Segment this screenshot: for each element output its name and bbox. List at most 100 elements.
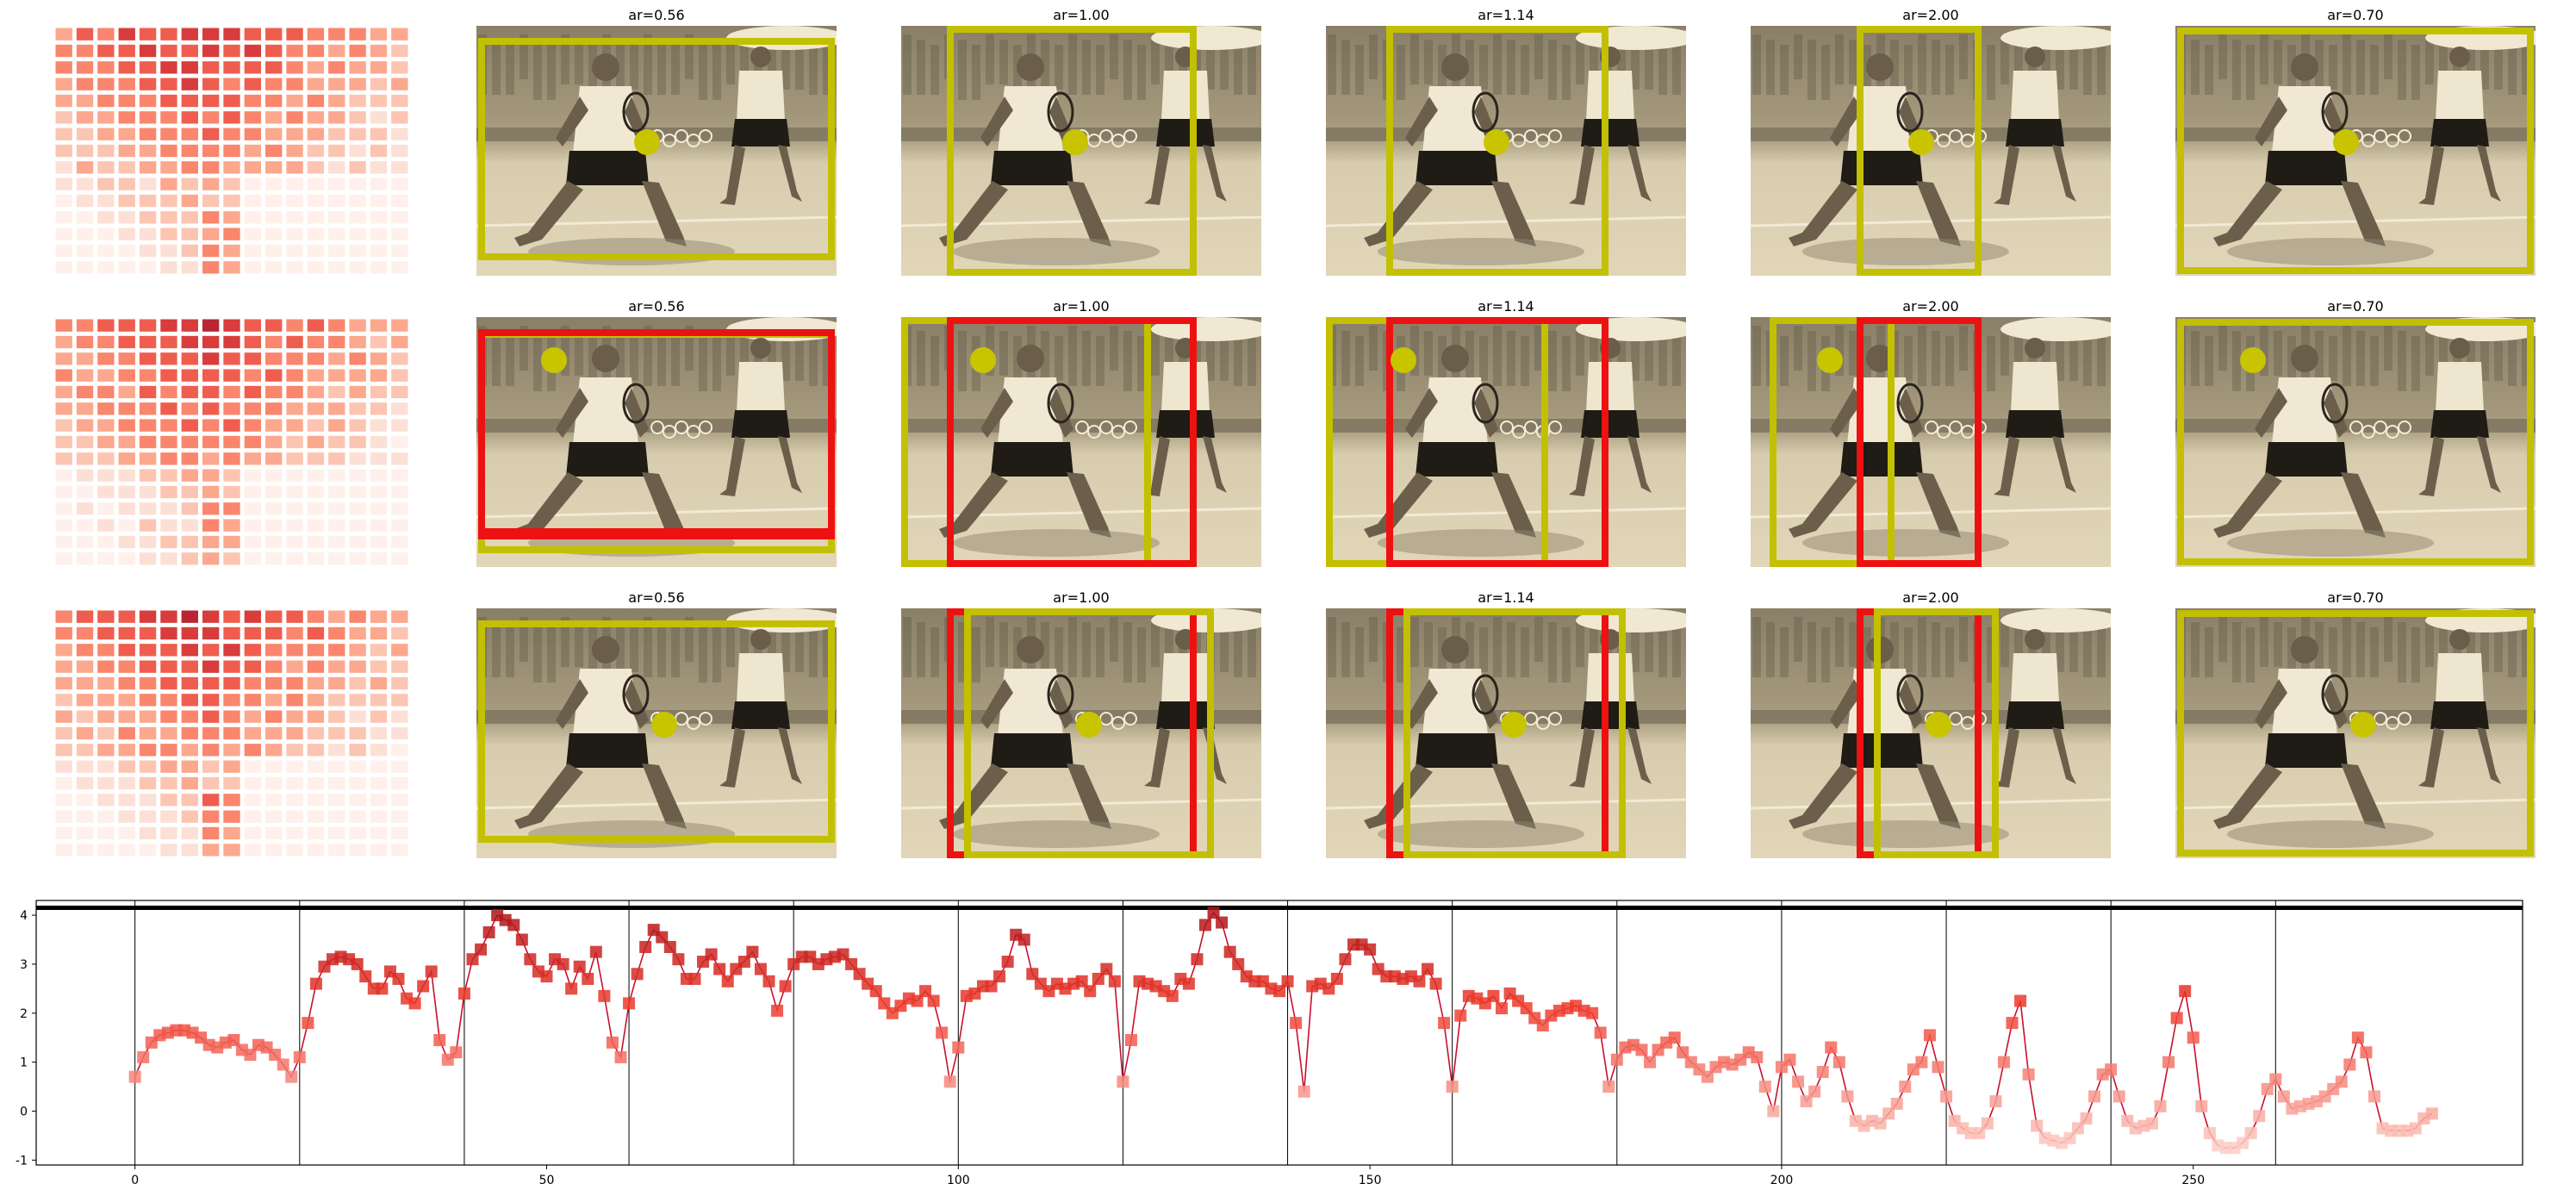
heatmap-cell xyxy=(391,694,408,707)
data-point xyxy=(309,977,322,990)
heatmap-cell xyxy=(181,44,198,58)
heatmap-cell xyxy=(181,161,198,174)
heatmap-cell xyxy=(160,826,177,840)
heatmap-cell xyxy=(202,78,220,90)
heatmap-cell xyxy=(391,319,408,332)
heatmap-cell xyxy=(76,352,94,365)
heatmap-cell xyxy=(118,94,135,108)
heatmap-cell xyxy=(223,660,240,673)
heatmap-cell xyxy=(349,385,366,399)
heatmap-cell xyxy=(76,660,94,673)
heatmap-cell xyxy=(97,369,115,382)
data-point xyxy=(475,943,488,956)
heatmap-panel-1 xyxy=(55,28,408,274)
heatmap-cell xyxy=(76,244,94,258)
heatmap-cell xyxy=(244,244,262,258)
heatmap-cell xyxy=(244,776,262,790)
heatmap-cell xyxy=(328,694,345,707)
heatmap-cell xyxy=(223,826,240,840)
heatmap-cell xyxy=(181,94,198,108)
data-point xyxy=(2253,1110,2266,1123)
heatmap-cell xyxy=(160,78,177,90)
data-point xyxy=(1026,968,1039,981)
heatmap-cell xyxy=(244,794,262,807)
heatmap-cell xyxy=(223,385,240,399)
heatmap-cell xyxy=(349,261,366,274)
heatmap-cell xyxy=(55,610,72,623)
heatmap-cell xyxy=(202,502,220,515)
heatmap-cell xyxy=(244,227,262,240)
heatmap-cell xyxy=(223,178,240,190)
heatmap-cell xyxy=(307,352,325,365)
heatmap-cell xyxy=(307,419,325,432)
heatmap-cell xyxy=(76,535,94,549)
heatmap-cell xyxy=(307,644,325,657)
heatmap-cell xyxy=(160,694,177,707)
heatmap-cell xyxy=(160,144,177,158)
heatmap-cell xyxy=(97,78,115,90)
bounding-box xyxy=(947,317,1197,567)
heatmap-cell xyxy=(265,469,283,482)
bounding-box xyxy=(1386,317,1608,567)
heatmap-cell xyxy=(244,610,262,623)
heatmap-cell xyxy=(181,776,198,790)
heatmap-cell xyxy=(181,61,198,74)
heatmap-cell xyxy=(391,44,408,58)
heatmap-cell xyxy=(349,469,366,482)
heatmap-cell xyxy=(328,385,345,399)
heatmap-cell xyxy=(265,552,283,565)
heatmap-cell xyxy=(160,419,177,432)
heatmap-cell xyxy=(349,519,366,532)
heatmap-cell xyxy=(55,485,72,499)
heatmap-cell xyxy=(55,44,72,58)
heatmap-cell xyxy=(118,519,135,532)
heatmap-cell xyxy=(307,369,325,382)
heatmap-cell xyxy=(244,485,262,499)
heatmap-cell xyxy=(286,810,303,823)
heatmap-cell xyxy=(349,211,366,224)
heatmap-cell xyxy=(328,78,345,90)
heatmap-cell xyxy=(328,94,345,108)
ball-marker xyxy=(1484,129,1509,155)
heatmap-cell xyxy=(55,794,72,807)
heatmap-cell xyxy=(328,794,345,807)
heatmap-cell xyxy=(244,535,262,549)
heatmap-cell xyxy=(160,128,177,140)
photo-panel xyxy=(1326,608,1686,858)
heatmap-cell xyxy=(286,227,303,240)
heatmap-cell xyxy=(202,660,220,673)
data-point xyxy=(1825,1041,1838,1054)
heatmap-cell xyxy=(286,194,303,208)
heatmap-cell xyxy=(349,419,366,432)
heatmap-cell xyxy=(328,61,345,74)
heatmap-cell xyxy=(307,810,325,823)
data-point xyxy=(1808,1085,1821,1098)
photo-panel xyxy=(2175,608,2536,858)
heatmap-cell xyxy=(370,335,388,349)
heatmap-cell xyxy=(391,194,408,208)
heatmap-cell xyxy=(307,726,325,740)
heatmap-cell xyxy=(160,261,177,274)
heatmap-cell xyxy=(391,78,408,90)
heatmap-cell xyxy=(97,111,115,124)
heatmap-cell xyxy=(97,626,115,640)
heatmap-cell xyxy=(202,244,220,258)
heatmap-cell xyxy=(118,726,135,740)
heatmap-cell xyxy=(328,352,345,365)
heatmap-cell xyxy=(118,660,135,673)
photo-panel xyxy=(2175,26,2536,276)
heatmap-cell xyxy=(307,144,325,158)
heatmap-cell xyxy=(160,244,177,258)
bounding-box xyxy=(478,528,835,539)
heatmap-cell xyxy=(286,244,303,258)
heatmap-cell xyxy=(265,94,283,108)
data-point xyxy=(1677,1046,1689,1059)
heatmap-cell xyxy=(97,760,115,773)
heatmap-cell xyxy=(76,744,94,757)
heatmap-cell xyxy=(265,435,283,449)
heatmap-cell xyxy=(244,369,262,382)
heatmap-cell xyxy=(181,435,198,449)
heatmap-cell xyxy=(328,194,345,208)
heatmap-cell xyxy=(181,660,198,673)
heatmap-cell xyxy=(160,776,177,790)
